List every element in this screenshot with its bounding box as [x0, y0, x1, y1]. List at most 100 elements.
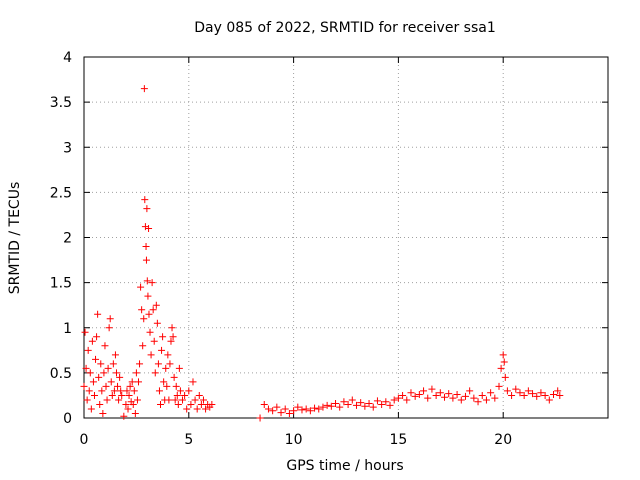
data-point: [106, 315, 114, 323]
data-point: [183, 405, 191, 413]
data-point: [116, 373, 124, 381]
data-point: [191, 396, 199, 404]
data-point: [102, 382, 110, 390]
y-tick-label: 4: [63, 50, 72, 66]
data-point: [160, 378, 168, 386]
data-point: [105, 324, 113, 332]
data-point: [415, 391, 423, 399]
data-point: [315, 405, 323, 413]
y-tick-label: 1: [63, 321, 72, 337]
data-point: [111, 351, 119, 359]
axis-ticks: 0 0.5 1 1.5 2 2.5 3 3.5 4 0 5 10 15 20: [50, 50, 608, 448]
data-point: [545, 396, 553, 404]
data-point: [168, 324, 176, 332]
y-axis-label: SRMTID / TECUs: [7, 182, 23, 295]
data-point: [115, 396, 123, 404]
data-point: [432, 391, 440, 399]
data-point: [424, 394, 432, 402]
data-point: [298, 406, 306, 414]
data-point: [503, 387, 511, 395]
data-point: [174, 400, 182, 408]
data-point: [93, 333, 101, 341]
data-point: [150, 337, 158, 345]
data-point: [137, 283, 145, 291]
data-point: [382, 398, 390, 406]
data-point: [112, 369, 120, 377]
data-point: [145, 310, 153, 318]
data-point: [202, 405, 210, 413]
data-point: [302, 405, 310, 413]
data-point: [122, 400, 130, 408]
y-tick-label: 3: [63, 140, 72, 156]
data-point: [449, 394, 457, 402]
data-point: [290, 407, 298, 415]
data-point: [311, 404, 319, 412]
data-point: [260, 400, 268, 408]
data-point: [147, 351, 155, 359]
data-point: [193, 405, 201, 413]
data-point: [141, 223, 149, 231]
data-point: [120, 412, 128, 420]
data-point: [340, 398, 348, 406]
data-point: [103, 396, 111, 404]
data-point: [264, 405, 272, 413]
data-point: [141, 196, 149, 204]
data-points: [80, 85, 564, 422]
data-point: [154, 360, 162, 368]
data-point: [82, 364, 90, 372]
data-point: [167, 337, 175, 345]
data-point: [478, 391, 486, 399]
data-point: [436, 389, 444, 397]
data-point: [151, 369, 159, 377]
data-point: [541, 391, 549, 399]
data-point: [169, 333, 177, 341]
data-point: [357, 399, 365, 407]
data-point: [130, 387, 138, 395]
data-point: [344, 400, 352, 408]
data-point: [134, 378, 142, 386]
data-point: [80, 382, 88, 390]
data-point: [466, 387, 474, 395]
data-point: [88, 337, 96, 345]
data-point: [197, 400, 205, 408]
data-point: [457, 396, 465, 404]
data-point: [94, 310, 102, 318]
data-point: [123, 387, 131, 395]
data-point: [164, 351, 172, 359]
data-point: [104, 364, 112, 372]
data-point: [92, 355, 100, 363]
data-point: [482, 396, 490, 404]
data-point: [323, 401, 331, 409]
data-point: [170, 373, 178, 381]
data-point: [83, 396, 91, 404]
data-point: [529, 390, 537, 398]
data-point: [556, 391, 564, 399]
grid-lines: [84, 57, 608, 418]
data-point: [495, 382, 503, 390]
data-point: [474, 398, 482, 406]
data-point: [277, 409, 285, 417]
data-point: [107, 378, 115, 386]
data-point: [138, 306, 146, 314]
data-point: [550, 391, 558, 399]
data-point: [158, 346, 166, 354]
data-point: [87, 405, 95, 413]
data-point: [98, 387, 106, 395]
data-point: [373, 397, 381, 405]
data-point: [411, 392, 419, 400]
plot-frame: [83, 56, 609, 419]
data-point: [172, 382, 180, 390]
data-point: [86, 369, 94, 377]
data-point: [516, 389, 524, 397]
data-point: [152, 301, 160, 309]
data-point: [173, 391, 181, 399]
data-point: [140, 85, 148, 93]
data-point: [501, 373, 509, 381]
data-point: [117, 387, 125, 395]
data-point: [537, 389, 545, 397]
chart-title: Day 085 of 2022, SRMTID for receiver ssa…: [194, 20, 496, 36]
data-point: [487, 389, 495, 397]
data-point: [208, 400, 216, 408]
data-point: [500, 358, 508, 366]
